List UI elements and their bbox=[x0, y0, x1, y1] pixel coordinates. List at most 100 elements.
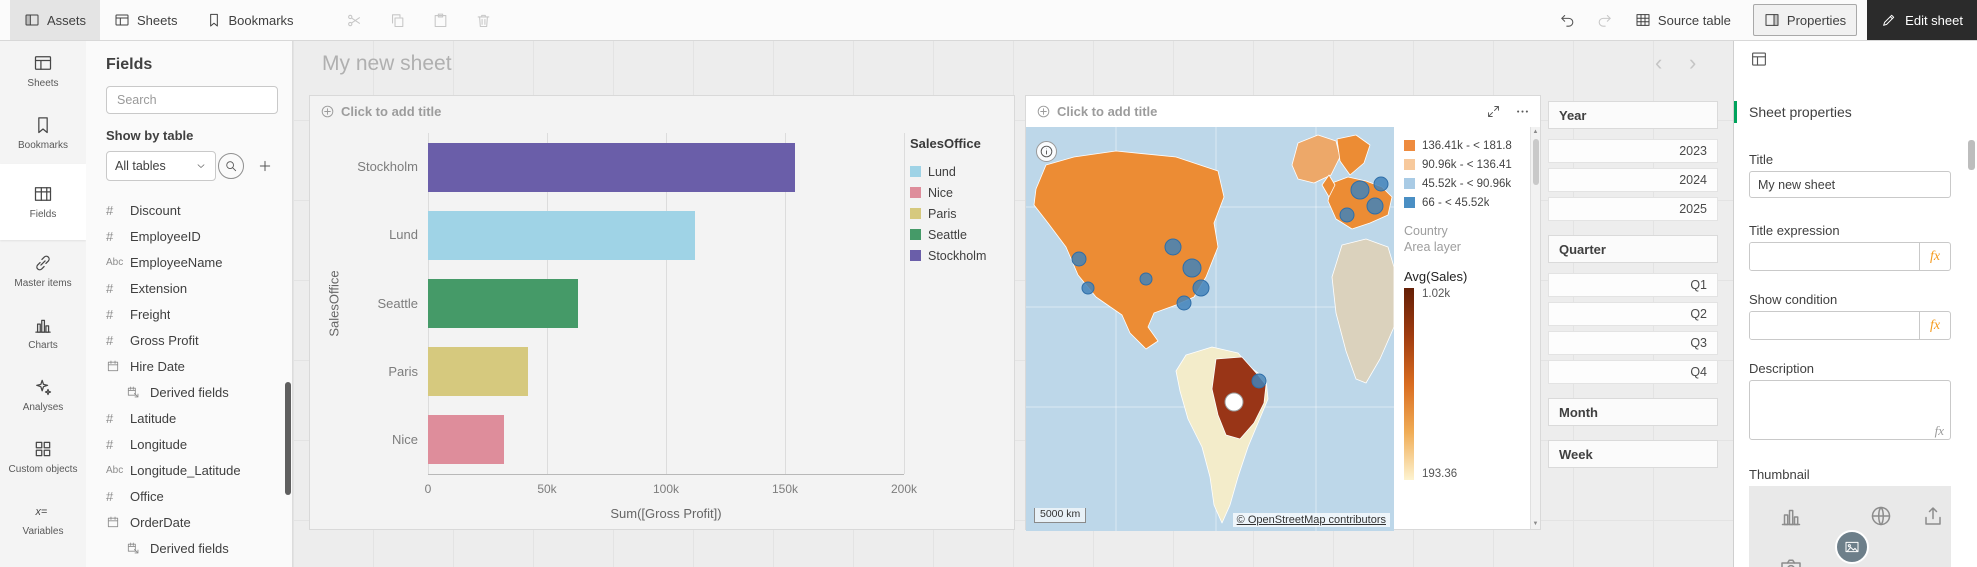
camera-icon[interactable] bbox=[1779, 556, 1803, 567]
legend-item-nice[interactable]: Nice bbox=[910, 182, 986, 203]
field-item-gross-profit[interactable]: # Gross Profit bbox=[106, 327, 278, 353]
legend-item-paris[interactable]: Paris bbox=[910, 203, 986, 224]
paste-icon[interactable] bbox=[432, 12, 449, 29]
source-table-button[interactable]: Source table bbox=[1623, 0, 1743, 40]
bar-stockholm[interactable] bbox=[428, 142, 795, 192]
undo-button[interactable] bbox=[1559, 12, 1576, 29]
map-title[interactable]: Click to add title bbox=[1057, 104, 1158, 119]
change-thumbnail-button[interactable] bbox=[1835, 530, 1869, 564]
export-icon[interactable] bbox=[1921, 504, 1945, 528]
filter-value-2025[interactable]: 2025 bbox=[1548, 197, 1718, 221]
sidebar-item-bookmarks[interactable]: Bookmarks bbox=[0, 102, 86, 164]
filter-value-2023[interactable]: 2023 bbox=[1548, 139, 1718, 163]
expand-icon[interactable] bbox=[1486, 104, 1501, 119]
map-scrollbar[interactable]: ▲ ▼ bbox=[1530, 127, 1540, 529]
sidebar-item-charts[interactable]: Charts bbox=[0, 302, 86, 364]
scroll-up-icon[interactable]: ▲ bbox=[1532, 129, 1539, 135]
world-map[interactable] bbox=[1026, 127, 1394, 531]
prev-sheet-button[interactable]: ‹ bbox=[1655, 50, 1663, 75]
title-expression-input[interactable] bbox=[1750, 243, 1919, 270]
custom-objects-icon bbox=[33, 439, 53, 459]
field-item-extension[interactable]: # Extension bbox=[106, 275, 278, 301]
map-attribution-link[interactable]: © OpenStreetMap contributors bbox=[1232, 513, 1390, 527]
search-input[interactable] bbox=[106, 86, 278, 114]
map-view[interactable]: 5000 km © OpenStreetMap contributors bbox=[1026, 127, 1394, 531]
field-label: Gross Profit bbox=[130, 332, 199, 348]
bar-lund[interactable] bbox=[428, 210, 695, 260]
fx-button[interactable]: fx bbox=[1919, 312, 1950, 339]
filter-value-q1[interactable]: Q1 bbox=[1548, 273, 1718, 297]
filter-quarter-header[interactable]: Quarter bbox=[1548, 235, 1718, 263]
title-expression-label: Title expression bbox=[1749, 223, 1840, 238]
sidebar-item-sheets[interactable]: Sheets bbox=[0, 40, 86, 102]
listbox-values: 2023 2024 2025 bbox=[1548, 139, 1718, 221]
legend-item-seattle[interactable]: Seattle bbox=[910, 224, 986, 245]
scrollbar-thumb[interactable] bbox=[1532, 139, 1539, 185]
bar-chart-icon[interactable] bbox=[1779, 504, 1803, 528]
scroll-down-icon[interactable]: ▼ bbox=[1532, 521, 1539, 527]
bar-paris[interactable] bbox=[428, 347, 528, 397]
edit-sheet-button[interactable]: Edit sheet bbox=[1867, 0, 1977, 40]
field-item-longitude-latitude[interactable]: Abc Longitude_Latitude bbox=[106, 457, 278, 483]
cut-icon[interactable] bbox=[346, 12, 363, 29]
map-object[interactable]: Click to add title bbox=[1025, 95, 1541, 531]
filter-value-2024[interactable]: 2024 bbox=[1548, 168, 1718, 192]
map-bubbles[interactable] bbox=[1071, 176, 1389, 412]
bar-seattle[interactable] bbox=[428, 279, 578, 328]
description-textarea[interactable] bbox=[1749, 380, 1951, 440]
field-item-hire-date[interactable]: Hire Date bbox=[106, 353, 278, 379]
field-item-employeeid[interactable]: # EmployeeID bbox=[106, 223, 278, 249]
filter-value-q3[interactable]: Q3 bbox=[1548, 331, 1718, 355]
legend-swatch bbox=[1404, 140, 1415, 151]
add-button[interactable] bbox=[252, 153, 278, 179]
fields-scrollbar-thumb[interactable] bbox=[285, 382, 291, 495]
bar-chart-title[interactable]: Click to add title bbox=[341, 104, 442, 119]
field-item-office[interactable]: # Office bbox=[106, 483, 278, 509]
field-item-discount[interactable]: # Discount bbox=[106, 197, 278, 223]
thumbnail-picker[interactable] bbox=[1749, 486, 1951, 567]
table-filter-select[interactable]: All tables bbox=[106, 151, 216, 181]
copy-icon[interactable] bbox=[389, 12, 406, 29]
field-item-orderid[interactable]: #OrderID bbox=[106, 561, 278, 567]
fx-button[interactable]: fx bbox=[1919, 243, 1950, 270]
search-fields-button[interactable] bbox=[218, 153, 244, 179]
legend-item-stockholm[interactable]: Stockholm bbox=[910, 245, 986, 266]
bar-nice[interactable] bbox=[428, 415, 505, 465]
filter-value-q2[interactable]: Q2 bbox=[1548, 302, 1718, 326]
sidebar-item-master-items[interactable]: Master items bbox=[0, 240, 86, 302]
add-title-icon[interactable] bbox=[1036, 104, 1051, 119]
field-item-orderdate[interactable]: OrderDate bbox=[106, 509, 278, 535]
sidebar-item-fields[interactable]: Fields bbox=[0, 164, 86, 240]
tab-sheets[interactable]: Sheets bbox=[100, 0, 191, 40]
sidebar-item-variables[interactable]: x= Variables bbox=[0, 488, 86, 550]
filter-week-header[interactable]: Week bbox=[1548, 440, 1718, 468]
sidebar-item-custom-objects[interactable]: Custom objects bbox=[0, 426, 86, 488]
add-title-icon[interactable] bbox=[320, 104, 335, 119]
properties-button[interactable]: Properties bbox=[1752, 4, 1858, 36]
x-tick-label: 50k bbox=[537, 482, 557, 496]
field-item-employeename[interactable]: Abc EmployeeName bbox=[106, 249, 278, 275]
legend-item-lund[interactable]: Lund bbox=[910, 161, 986, 182]
tab-assets[interactable]: Assets bbox=[10, 0, 101, 40]
more-options-icon[interactable] bbox=[1515, 104, 1530, 119]
filter-value-q4[interactable]: Q4 bbox=[1548, 360, 1718, 384]
field-item-latitude[interactable]: # Latitude bbox=[106, 405, 278, 431]
next-sheet-button[interactable]: › bbox=[1689, 50, 1697, 75]
filter-month-header[interactable]: Month bbox=[1548, 398, 1718, 426]
globe-icon[interactable] bbox=[1869, 504, 1893, 528]
sheet-title-input[interactable] bbox=[1749, 171, 1951, 198]
fx-button[interactable]: fx bbox=[1934, 423, 1944, 438]
sidebar-item-analyses[interactable]: Analyses bbox=[0, 364, 86, 426]
field-item-derived-fields[interactable]: Derived fields bbox=[106, 535, 278, 561]
tab-bookmarks[interactable]: Bookmarks bbox=[192, 0, 308, 40]
show-condition-input[interactable] bbox=[1750, 312, 1919, 339]
filter-year-header[interactable]: Year bbox=[1548, 101, 1718, 129]
bar-chart-object[interactable]: Click to add title 0 50k 100k 150k 200k Stock… bbox=[309, 95, 1015, 530]
delete-icon[interactable] bbox=[475, 12, 492, 29]
info-icon[interactable] bbox=[1036, 141, 1057, 162]
redo-button[interactable] bbox=[1596, 12, 1613, 29]
properties-scrollbar-thumb[interactable] bbox=[1968, 140, 1975, 170]
field-item-derived-fields[interactable]: Derived fields bbox=[106, 379, 278, 405]
field-item-freight[interactable]: # Freight bbox=[106, 301, 278, 327]
field-item-longitude[interactable]: # Longitude bbox=[106, 431, 278, 457]
